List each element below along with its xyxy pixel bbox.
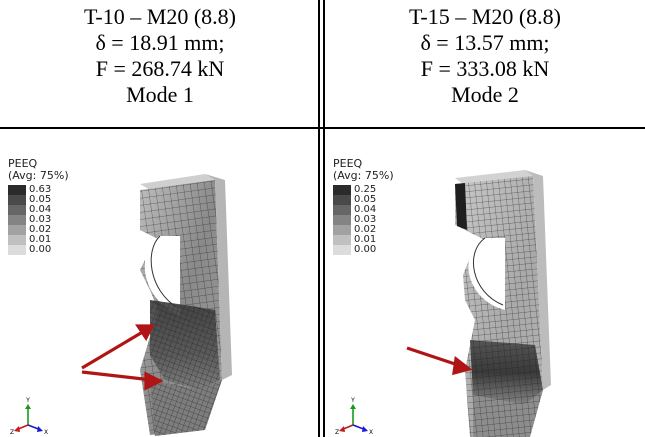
legend-swatch [333,195,351,205]
panel-left: T-10 – M20 (8.8) δ = 18.91 mm; F = 268.7… [0,0,320,437]
arrows-left [81,324,164,391]
model-top-face [455,170,533,184]
legend-row: 0.01 [333,235,394,245]
legend-row: 0.25 [333,185,394,195]
legend-row: 0.00 [8,245,69,255]
arrow-1 [406,346,462,368]
legend-row: 0.04 [8,205,69,215]
legend-value: 0.03 [354,214,377,225]
legend-value: 0.02 [29,224,52,235]
panel-right-delta: δ = 13.57 mm; [420,30,550,55]
triad-z-label: Z [335,429,339,435]
legend-value: 0.01 [29,234,52,245]
legend-swatch [8,235,26,245]
arrow-2 [81,370,153,382]
legend-row: 0.03 [8,215,69,225]
panel-right-fe-model [406,170,551,437]
arrows-right [406,346,473,376]
panel-right-mode: Mode 2 [451,82,519,107]
legend-swatch [333,245,351,255]
panel-left-fe-model [81,174,232,436]
panel-left-mode: Mode 1 [126,82,194,107]
legend-swatch [8,225,26,235]
vertical-divider [318,0,325,437]
panel-right-force: F = 333.08 kN [420,56,550,81]
panel-right-legend: PEEQ (Avg: 75%) 0.25 0.05 0.04 0.03 0.02… [333,158,394,255]
legend-value: 0.05 [29,194,52,205]
legend-avg: (Avg: 75%) [333,169,394,182]
legend-value: 0.03 [29,214,52,225]
legend-value: 0.25 [354,184,377,195]
legend-scale: 0.25 0.05 0.04 0.03 0.02 0.01 0.00 [333,185,394,255]
triad-y-label: Y [350,397,355,404]
legend-swatch [8,245,26,255]
legend-value: 0.05 [354,194,377,205]
legend-swatch [333,225,351,235]
legend-row: 0.02 [8,225,69,235]
triad-z-label: Z [10,429,14,435]
axis-triad-icon: Y Z X [335,397,373,435]
panel-left-delta: δ = 18.91 mm; [95,30,225,55]
legend-scale: 0.63 0.05 0.04 0.03 0.02 0.01 0.00 [8,185,69,255]
legend-row: 0.04 [333,205,394,215]
model-bolt-hole [468,238,505,310]
panel-right-header: T-15 – M20 (8.8) δ = 13.57 mm; F = 333.0… [325,4,645,108]
legend-value: 0.01 [354,234,377,245]
legend-value: 0.63 [29,184,52,195]
legend-swatch [333,185,351,195]
panel-right-title: T-15 – M20 (8.8) [409,4,561,29]
legend-row: 0.63 [8,185,69,195]
legend-swatch [333,215,351,225]
legend-row: 0.03 [333,215,394,225]
axis-triad-icon: Y Z X [10,397,48,435]
legend-swatch [8,215,26,225]
legend-row: 0.01 [8,235,69,245]
triad-y-label: Y [25,397,30,404]
legend-avg: (Avg: 75%) [8,169,69,182]
legend-swatch [8,185,26,195]
horizontal-divider [0,127,645,129]
panel-left-header: T-10 – M20 (8.8) δ = 18.91 mm; F = 268.7… [0,4,320,108]
legend-row: 0.00 [333,245,394,255]
triad-x-label: X [44,429,48,435]
legend-swatch [8,205,26,215]
legend-row: 0.05 [333,195,394,205]
panel-left-legend: PEEQ (Avg: 75%) 0.63 0.05 0.04 0.03 0.02… [8,158,69,255]
legend-value: 0.00 [354,244,377,255]
legend-swatch [8,195,26,205]
panel-left-title: T-10 – M20 (8.8) [84,4,236,29]
model-top-face [140,174,215,190]
legend-swatch [333,235,351,245]
model-bolt-hole [144,236,180,315]
legend-row: 0.02 [333,225,394,235]
legend-value: 0.04 [29,204,52,215]
arrow-1 [81,328,147,370]
legend-title: PEEQ [333,157,363,170]
panel-left-force: F = 268.74 kN [95,56,225,81]
triad-x-label: X [369,429,373,435]
legend-row: 0.05 [8,195,69,205]
legend-value: 0.00 [29,244,52,255]
panel-right: T-15 – M20 (8.8) δ = 13.57 mm; F = 333.0… [325,0,645,437]
legend-value: 0.02 [354,224,377,235]
legend-value: 0.04 [354,204,377,215]
legend-title: PEEQ [8,157,38,170]
model-dark-edge [455,183,467,230]
legend-swatch [333,205,351,215]
